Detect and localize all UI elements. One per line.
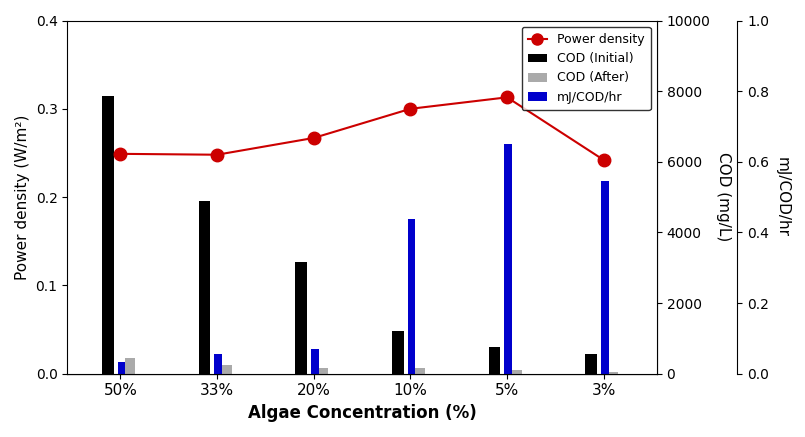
Bar <box>504 144 512 374</box>
Bar <box>415 368 425 374</box>
Bar <box>118 362 126 374</box>
Y-axis label: Power density (W/m²): Power density (W/m²) <box>15 114 30 280</box>
Y-axis label: COD (mg/L): COD (mg/L) <box>716 153 731 242</box>
Bar <box>214 354 222 374</box>
Bar <box>489 347 500 374</box>
Bar <box>126 358 135 374</box>
Bar <box>585 354 597 374</box>
Bar <box>295 262 307 374</box>
Bar <box>311 349 319 374</box>
Legend: Power density, COD (Initial), COD (After), mJ/COD/hr: Power density, COD (Initial), COD (After… <box>522 27 650 110</box>
Bar <box>199 201 210 374</box>
Bar <box>512 370 522 374</box>
Y-axis label: mJ/COD/hr: mJ/COD/hr <box>775 157 790 237</box>
X-axis label: Algae Concentration (%): Algae Concentration (%) <box>248 404 477 422</box>
Bar <box>407 219 415 374</box>
Bar <box>601 181 609 374</box>
Bar <box>102 96 114 374</box>
Bar <box>609 372 618 374</box>
Bar <box>222 365 232 374</box>
Bar <box>319 368 328 374</box>
Bar <box>392 331 403 374</box>
